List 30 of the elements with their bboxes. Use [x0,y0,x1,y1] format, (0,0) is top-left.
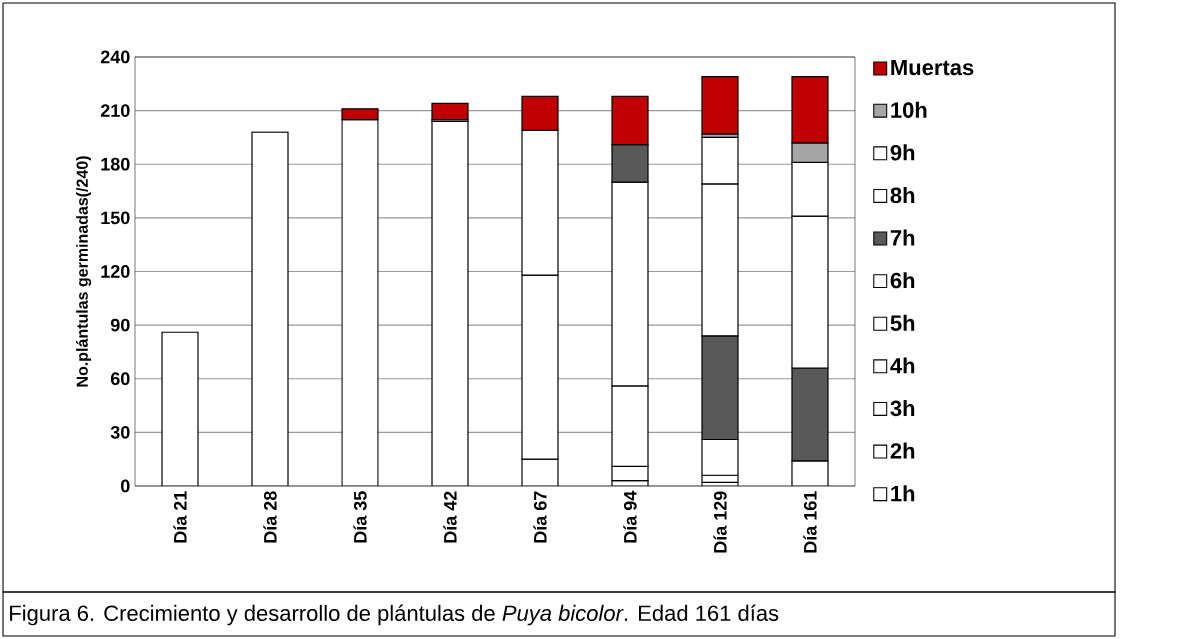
legend-label: 6h [890,272,915,289]
y-axis-title: No.plántulas germinadas(/240) [75,156,92,387]
y-tick-label: 0 [121,479,130,493]
y-tick-label: 120 [101,265,130,278]
x-tick-label: Día 129 [713,491,727,553]
legend-label: 7h [890,229,915,246]
x-tick-label: Día 94 [623,490,637,543]
y-tick-label: 90 [110,318,130,332]
y-tick-label: 180 [101,157,130,171]
y-tick-label: 210 [100,104,130,117]
x-tick-label: Día 67 [533,491,547,543]
x-tick-label: Día 28 [263,491,277,543]
y-tick-label: 60 [110,372,130,386]
legend-label: Muertas [891,59,974,76]
x-tick-label: Día 42 [443,491,457,543]
legend-label: 5h [890,314,915,331]
legend-label: 10h [891,101,927,118]
legend-label: 2h [890,442,915,459]
y-tick-label: 30 [110,425,130,439]
text: Figura 6. Crecimiento y desarrollo de plántulas de Puya bicolor. Edad 161 días [10,604,779,626]
legend-label: 1h [891,485,915,502]
legend-label: 4h [890,357,915,374]
x-tick-label: Día 21 [173,491,187,543]
y-tick-label: 240 [100,50,130,64]
y-tick-label: 150 [101,211,130,225]
x-tick-label: Día 161 [803,491,817,553]
legend-label: 8h [890,186,915,204]
legend-label: 9h [890,144,915,161]
legend-label: 3h [890,399,915,417]
x-tick-label: Día 35 [353,491,367,543]
